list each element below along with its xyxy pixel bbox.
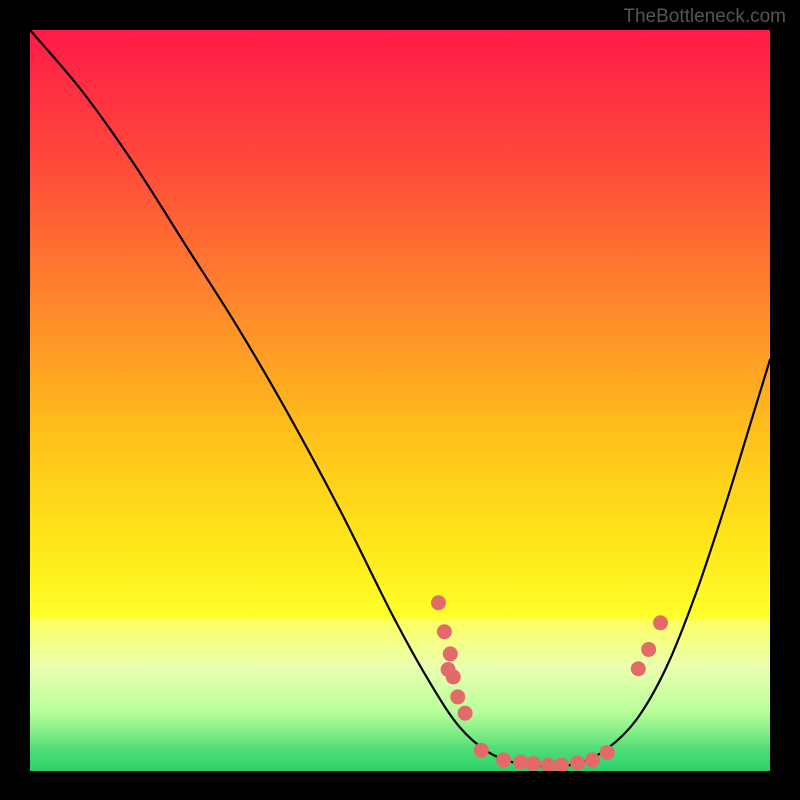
marker-group: [431, 596, 667, 771]
data-marker: [451, 690, 465, 704]
data-marker: [443, 647, 457, 661]
data-marker: [514, 755, 528, 769]
data-marker: [437, 625, 451, 639]
data-marker: [653, 616, 667, 630]
data-marker: [585, 753, 599, 767]
data-marker: [526, 757, 540, 771]
chart-svg: [30, 30, 770, 771]
watermark-text: TheBottleneck.com: [623, 6, 786, 28]
data-marker: [497, 753, 511, 767]
data-marker: [541, 758, 555, 771]
data-marker: [631, 662, 645, 676]
data-marker: [571, 756, 585, 770]
data-marker: [458, 706, 472, 720]
data-marker: [474, 743, 488, 757]
plot-area: [30, 30, 770, 771]
data-marker: [642, 642, 656, 656]
data-marker: [446, 670, 460, 684]
data-marker: [600, 745, 614, 759]
data-marker: [431, 596, 445, 610]
bottleneck-curve: [30, 30, 770, 766]
data-marker: [554, 758, 568, 771]
